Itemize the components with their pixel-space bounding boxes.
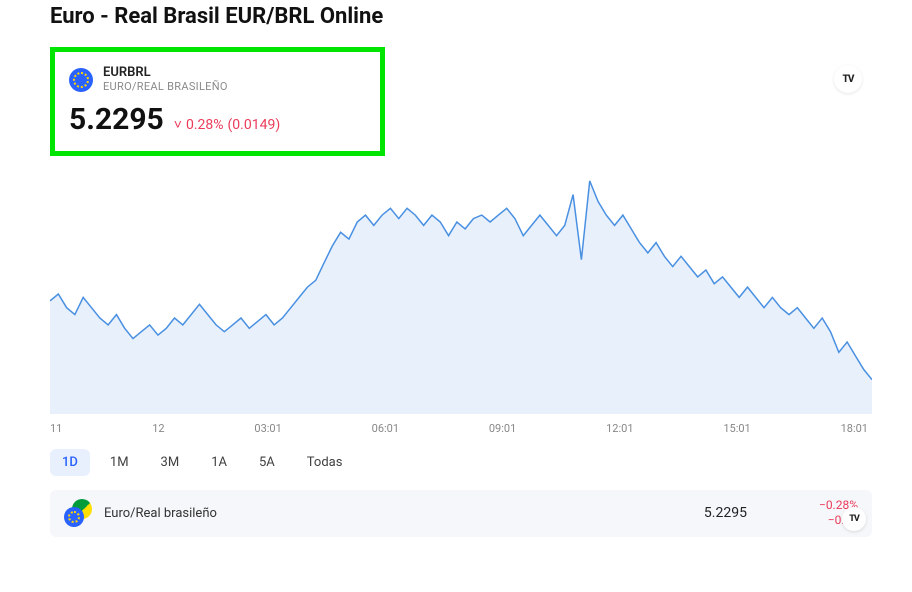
price-value: 5.2295 bbox=[69, 102, 164, 137]
x-axis-label: 09:01 bbox=[489, 422, 516, 435]
timeframe-button-5a[interactable]: 5A bbox=[247, 449, 287, 476]
x-axis-label: 06:01 bbox=[372, 422, 399, 435]
change-absolute: (0.0149) bbox=[228, 117, 281, 133]
timeframe-button-todas[interactable]: Todas bbox=[295, 449, 355, 476]
pair-price: 5.2295 bbox=[704, 505, 747, 521]
symbol-text: EURBRL EURO/REAL BRASILEÑO bbox=[103, 66, 228, 94]
x-axis-label: 03:01 bbox=[254, 422, 281, 435]
timeframe-button-3m[interactable]: 3M bbox=[149, 449, 192, 476]
page-title: Euro - Real Brasil EUR/BRL Online bbox=[50, 0, 872, 29]
timeframe-button-1a[interactable]: 1A bbox=[199, 449, 239, 476]
timeframe-button-1m[interactable]: 1M bbox=[98, 449, 141, 476]
x-axis-label: 12 bbox=[152, 422, 164, 435]
price-row: 5.2295 ˅ 0.28% (0.0149) bbox=[69, 102, 364, 137]
chart-svg bbox=[50, 174, 872, 414]
x-axis-label: 15:01 bbox=[723, 422, 750, 435]
x-axis-label: 11 bbox=[50, 422, 62, 435]
change-arrow-icon: ˅ bbox=[174, 116, 182, 133]
price-chart[interactable] bbox=[50, 174, 872, 414]
symbol-row: EURBRL EURO/REAL BRASILEÑO bbox=[69, 66, 364, 94]
pair-name: Euro/Real brasileño bbox=[104, 506, 692, 521]
symbol-description: EURO/REAL BRASILEÑO bbox=[103, 81, 228, 94]
symbol-code: EURBRL bbox=[103, 66, 228, 81]
x-axis-label: 18:01 bbox=[841, 422, 868, 435]
euro-flag-icon bbox=[64, 507, 84, 527]
euro-coin-icon bbox=[69, 68, 93, 92]
timeframe-button-1d[interactable]: 1D bbox=[50, 449, 90, 476]
currency-pair-icon bbox=[64, 499, 92, 527]
tradingview-logo-icon[interactable]: TV bbox=[842, 507, 866, 531]
x-axis-label: 12:01 bbox=[606, 422, 633, 435]
chart-x-axis: 11 12 03:01 06:01 09:01 12:01 15:01 18:01 bbox=[50, 420, 872, 449]
price-change: ˅ 0.28% (0.0149) bbox=[174, 116, 280, 133]
chart-area-fill bbox=[50, 180, 872, 413]
change-percent: 0.28% bbox=[186, 117, 224, 133]
timeframe-row: 1D 1M 3M 1A 5A Todas bbox=[50, 449, 872, 476]
summary-row[interactable]: Euro/Real brasileño 5.2295 −0.28% −0.01 … bbox=[50, 490, 872, 537]
price-highlight-box: EURBRL EURO/REAL BRASILEÑO 5.2295 ˅ 0.28… bbox=[50, 47, 385, 156]
tradingview-logo-icon[interactable]: TV bbox=[834, 65, 862, 93]
